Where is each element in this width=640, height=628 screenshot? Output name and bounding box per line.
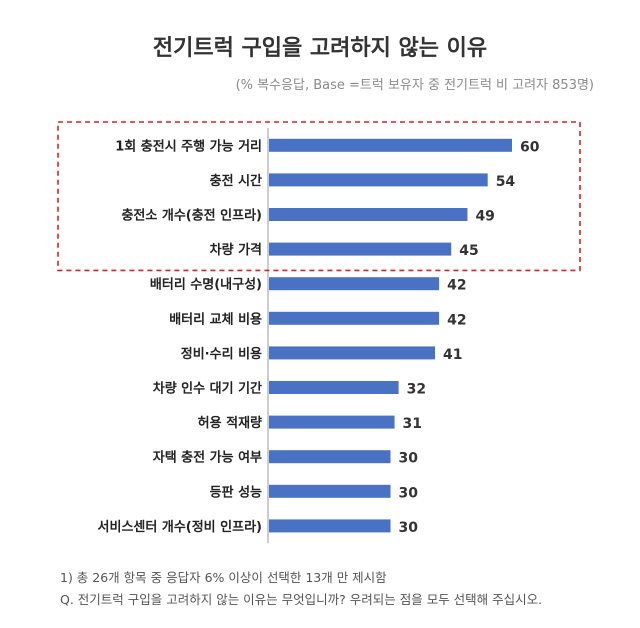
bar (269, 415, 395, 429)
category-label: 배터리 수명(내구성) (150, 277, 262, 293)
chart-subtitle: (% 복수응답, Base =트럭 보유자 중 전기트럭 비 고려자 853명) (235, 78, 594, 93)
data-label: 60 (520, 139, 540, 155)
data-label: 54 (496, 174, 516, 190)
bar (269, 277, 440, 291)
category-label: 등판 성능 (210, 484, 262, 500)
data-label: 49 (475, 209, 494, 225)
highlight-box (57, 121, 581, 272)
category-label: 차량 가격 (210, 242, 262, 258)
category-label: 충전 시간 (210, 173, 262, 189)
data-label: 30 (399, 520, 419, 536)
category-label: 1회 충전시 주행 가능 거리 (115, 138, 262, 154)
category-label: 자택 충전 가능 여부 (153, 450, 262, 466)
bar (269, 519, 391, 533)
data-label: 31 (403, 416, 422, 432)
bar (269, 138, 512, 152)
data-label: 41 (443, 347, 462, 363)
bar (269, 242, 452, 256)
data-label: 42 (447, 278, 466, 294)
bar (269, 484, 391, 498)
data-label: 42 (447, 312, 466, 328)
footnote-sample-note: 1) 총 26개 항목 중 응답자 6% 이상이 선택한 13개 만 제시함 (60, 570, 387, 585)
category-label: 충전소 개수(충전 인프라) (121, 208, 262, 224)
bar (269, 208, 468, 221)
bar-chart: 1회 충전시 주행 가능 거리 60 충전 시간 54 충전소 개수(충전 인프라) 49… (57, 121, 581, 544)
bar (269, 346, 436, 360)
category-label: 배터리 교체 비용 (169, 311, 262, 327)
bar (269, 381, 399, 394)
chart-title: 전기트럭 구입을 고려하지 않는 이유 (152, 36, 488, 61)
data-label: 30 (399, 451, 419, 467)
data-label: 30 (399, 485, 419, 501)
category-label: 서비스센터 개수(정비 인프라) (98, 519, 262, 535)
data-label: 45 (459, 243, 478, 259)
data-label: 32 (407, 382, 426, 398)
bar (269, 173, 488, 187)
bar (269, 311, 440, 325)
category-label: 허용 적재량 (198, 415, 262, 431)
category-label: 정비·수리 비용 (181, 346, 262, 362)
category-label: 차량 인수 대기 기간 (153, 381, 262, 397)
footnote-question: Q. 전기트럭 구입을 고려하지 않는 이유는 무엇입니까? 우려되는 점을 모… (60, 592, 543, 607)
bar (269, 450, 391, 464)
